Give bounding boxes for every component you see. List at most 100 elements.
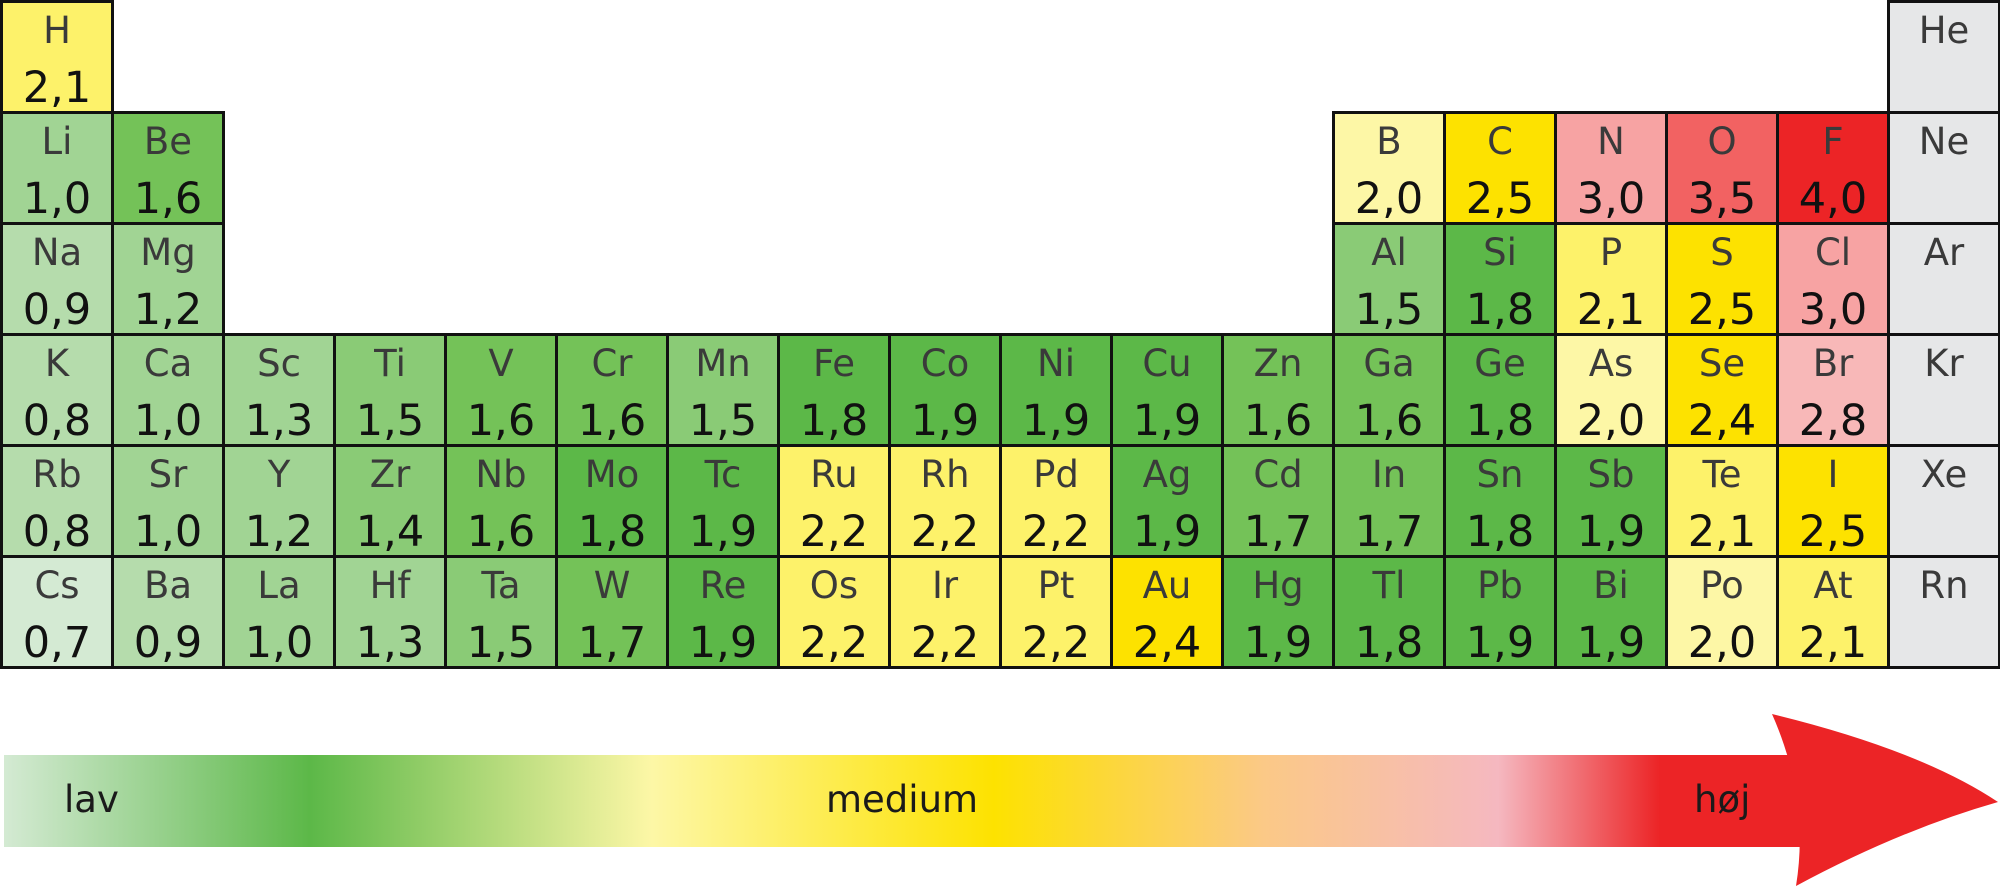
- element-symbol: Mg: [140, 231, 196, 274]
- element-electronegativity: 2,2: [799, 507, 869, 557]
- element-symbol: B: [1376, 120, 1402, 163]
- element-cell-au: Au 2,4: [1110, 555, 1224, 669]
- element-symbol: Ag: [1142, 453, 1192, 496]
- scale-gradient-bar: [4, 755, 1804, 847]
- element-cell-ni: Ni 1,9: [999, 333, 1113, 447]
- element-electronegativity: 1,8: [1465, 507, 1535, 557]
- element-cell-c: C 2,5: [1443, 111, 1557, 225]
- element-electronegativity: 1,0: [133, 396, 203, 446]
- element-electronegativity: 1,6: [1243, 396, 1313, 446]
- element-electronegativity: 1,6: [466, 507, 536, 557]
- element-symbol: Kr: [1924, 342, 1964, 385]
- element-electronegativity: 1,5: [1354, 285, 1424, 335]
- element-cell-ar: Ar: [1887, 222, 2000, 336]
- element-symbol: Sb: [1587, 453, 1635, 496]
- element-symbol: Ru: [810, 453, 858, 496]
- element-cell-s: S 2,5: [1665, 222, 1779, 336]
- element-symbol: N: [1597, 120, 1625, 163]
- element-electronegativity: 2,8: [1798, 396, 1868, 446]
- element-electronegativity: 0,8: [22, 396, 92, 446]
- element-symbol: Cr: [591, 342, 633, 385]
- element-cell-ag: Ag 1,9: [1110, 444, 1224, 558]
- element-symbol: Rn: [1919, 564, 1969, 607]
- element-electronegativity: 2,1: [22, 63, 92, 113]
- element-symbol: Cu: [1142, 342, 1192, 385]
- element-cell-mo: Mo 1,8: [555, 444, 669, 558]
- element-symbol: Au: [1142, 564, 1192, 607]
- element-cell-al: Al 1,5: [1332, 222, 1446, 336]
- element-cell-mg: Mg 1,2: [111, 222, 225, 336]
- element-symbol: Mo: [584, 453, 640, 496]
- element-electronegativity: 1,4: [355, 507, 425, 557]
- element-electronegativity: 0,8: [22, 507, 92, 557]
- element-cell-f: F 4,0: [1776, 111, 1890, 225]
- element-electronegativity: 2,5: [1798, 507, 1868, 557]
- element-cell-at: At 2,1: [1776, 555, 1890, 669]
- element-electronegativity: 1,9: [1021, 396, 1091, 446]
- element-cell-he: He: [1887, 0, 2000, 114]
- element-electronegativity: 2,5: [1465, 174, 1535, 224]
- element-symbol: Sn: [1476, 453, 1524, 496]
- element-electronegativity: 1,8: [799, 396, 869, 446]
- element-symbol: I: [1827, 453, 1839, 496]
- element-symbol: Ta: [481, 564, 521, 607]
- element-symbol: As: [1588, 342, 1634, 385]
- element-symbol: K: [44, 342, 70, 385]
- element-electronegativity: 2,1: [1798, 618, 1868, 668]
- element-symbol: Xe: [1920, 453, 1968, 496]
- element-symbol: O: [1707, 120, 1737, 163]
- element-electronegativity: 1,6: [577, 396, 647, 446]
- element-symbol: W: [593, 564, 631, 607]
- element-symbol: Cd: [1253, 453, 1303, 496]
- element-cell-po: Po 2,0: [1665, 555, 1779, 669]
- element-cell-co: Co 1,9: [888, 333, 1002, 447]
- element-symbol: Zr: [369, 453, 411, 496]
- element-symbol: Ca: [143, 342, 193, 385]
- element-cell-cs: Cs 0,7: [0, 555, 114, 669]
- element-symbol: Bi: [1593, 564, 1629, 607]
- element-electronegativity: 2,4: [1687, 396, 1757, 446]
- element-electronegativity: 4,0: [1798, 174, 1868, 224]
- element-electronegativity: 1,9: [1465, 618, 1535, 668]
- element-cell-cu: Cu 1,9: [1110, 333, 1224, 447]
- element-cell-cl: Cl 3,0: [1776, 222, 1890, 336]
- element-cell-rb: Rb 0,8: [0, 444, 114, 558]
- element-electronegativity: 2,2: [910, 507, 980, 557]
- element-symbol: Hg: [1252, 564, 1304, 607]
- element-cell-zn: Zn 1,6: [1221, 333, 1335, 447]
- element-electronegativity: 2,2: [910, 618, 980, 668]
- element-cell-pd: Pd 2,2: [999, 444, 1113, 558]
- element-cell-pb: Pb 1,9: [1443, 555, 1557, 669]
- scale-label-medium: medium: [826, 778, 979, 821]
- element-symbol: F: [1822, 120, 1844, 163]
- periodic-table: H 2,1 He Li 1,0 Be 1,6 B 2,0 C 2,5 N 3,0 O 3,5 F 4,0 Ne Na…: [0, 0, 2000, 669]
- element-cell-rn: Rn: [1887, 555, 2000, 669]
- element-cell-hf: Hf 1,3: [333, 555, 447, 669]
- element-electronegativity: 0,7: [22, 618, 92, 668]
- element-symbol: Li: [41, 120, 73, 163]
- element-cell-xe: Xe: [1887, 444, 2000, 558]
- element-cell-h: H 2,1: [0, 0, 114, 114]
- element-symbol: Ge: [1474, 342, 1526, 385]
- element-cell-v: V 1,6: [444, 333, 558, 447]
- element-symbol: Zn: [1253, 342, 1303, 385]
- element-electronegativity: 1,9: [910, 396, 980, 446]
- element-electronegativity: 1,9: [1576, 507, 1646, 557]
- element-symbol: Ti: [374, 342, 406, 385]
- element-symbol: Ne: [1918, 120, 1970, 163]
- element-symbol: Nb: [475, 453, 527, 496]
- element-symbol: Ir: [931, 564, 959, 607]
- element-cell-y: Y 1,2: [222, 444, 336, 558]
- element-symbol: Te: [1702, 453, 1742, 496]
- element-cell-si: Si 1,8: [1443, 222, 1557, 336]
- element-cell-sc: Sc 1,3: [222, 333, 336, 447]
- element-symbol: In: [1371, 453, 1407, 496]
- element-electronegativity: 2,0: [1354, 174, 1424, 224]
- electronegativity-scale-arrow: [4, 714, 1998, 886]
- element-cell-li: Li 1,0: [0, 111, 114, 225]
- element-electronegativity: 1,9: [1132, 507, 1202, 557]
- element-electronegativity: 1,9: [688, 507, 758, 557]
- element-cell-pt: Pt 2,2: [999, 555, 1113, 669]
- element-electronegativity: 1,9: [1243, 618, 1313, 668]
- element-cell-ne: Ne: [1887, 111, 2000, 225]
